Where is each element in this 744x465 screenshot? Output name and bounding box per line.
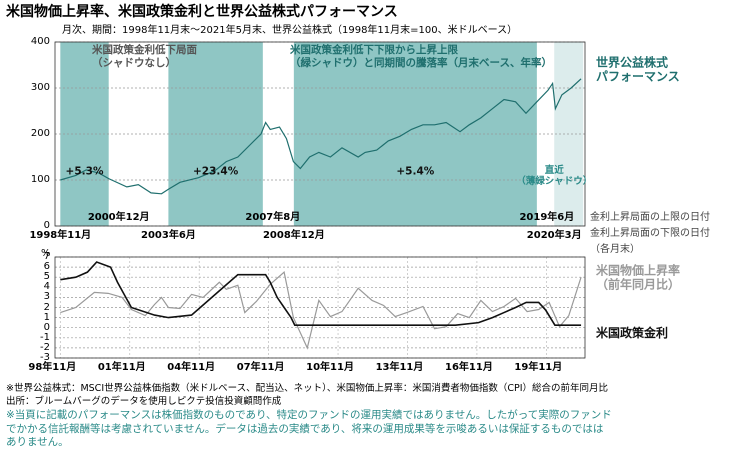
y-tick-label: 6 [43, 261, 50, 273]
footnote: ※世界公益株式：MSCI世界公益株価指数（米ドルベース、配当込、ネット）、米国物… [6, 383, 609, 394]
y-tick-label: 0 [43, 220, 50, 231]
y-tick-label: 2 [43, 301, 50, 313]
y-tick-label: 0 [43, 321, 50, 333]
start-date: 2003年6月 [140, 230, 196, 241]
y-tick-label: 5 [43, 271, 50, 283]
end-date: 2000年12月 [87, 212, 150, 223]
end-date: 2019年6月 [519, 212, 575, 223]
side-note: 金利上昇局面の上限の日付 金利上昇局面の下限の日付 （各月末） [590, 212, 710, 255]
annotation: 米国政策金利低下局面 （シャドウなし） [92, 44, 197, 69]
y-tick-label: -3 [40, 352, 50, 363]
start-date: 2008年12月 [262, 230, 325, 241]
legend-label: 米国政策金利 [596, 325, 669, 340]
start-date: 2020年3月 [526, 230, 582, 241]
end-date: 2007年8月 [245, 212, 301, 223]
y-tick-label: 200 [30, 128, 50, 139]
legend-label: 米国物価上昇率 （前年同月比） [596, 263, 681, 292]
x-tick-label: 01年11月 [97, 362, 146, 373]
return-label: +5.4% [396, 165, 435, 178]
series-line [60, 261, 582, 326]
annotation: 米国政策金利低下下限から上昇上限 （緑シャドウ）と同期間の騰落率（月末ベース、年… [290, 44, 552, 69]
x-tick-label: 13年11月 [375, 362, 424, 373]
y-tick-label: 300 [30, 82, 50, 93]
y-tick-label: -1 [40, 331, 50, 343]
plot-frame [54, 41, 586, 227]
x-tick-label: 98年11月 [28, 362, 77, 373]
footnote: 出所：ブルームバーグのデータを使用しピクテ投信投資顧問作成 [6, 396, 282, 407]
x-tick-label: 19年11月 [514, 362, 563, 373]
x-tick-label: 16年11月 [444, 362, 493, 373]
x-tick-label: 10年11月 [306, 362, 354, 373]
recent-label: 直近 （薄緑シャドウ） [516, 165, 593, 188]
y-tick-label: 3 [43, 291, 50, 303]
y-tick-label: 4 [43, 281, 50, 293]
legend-label: 世界公益株式 パフォーマンス [596, 55, 680, 84]
series-line [60, 271, 582, 350]
series-line [60, 78, 582, 195]
y-axis-label: % [41, 248, 51, 259]
y-tick-label: 1 [43, 311, 50, 323]
start-date: 1998年11月 [29, 230, 92, 241]
subtitle: 月次、期間：1998年11月末～2021年5月末、世界公益株式（1998年11月… [62, 25, 518, 36]
title: 米国物価上昇率、米国政策金利と世界公益株式パフォーマンス [6, 4, 398, 20]
return-label: +23.4% [192, 165, 239, 178]
disclaimer: ※当頁に記載のパフォーマンスは株価指数のものであり、特定のファンドの運用実績では… [6, 409, 612, 448]
y-tick-label: 7 [43, 251, 50, 262]
y-tick-label: -2 [40, 341, 50, 353]
y-tick-label: 100 [30, 174, 50, 185]
x-tick-label: 04年11月 [167, 362, 216, 373]
plot-frame [54, 256, 586, 359]
x-tick-label: 07年11月 [236, 362, 285, 373]
y-tick-label: 400 [30, 36, 50, 47]
return-label: +5.3% [65, 165, 104, 178]
